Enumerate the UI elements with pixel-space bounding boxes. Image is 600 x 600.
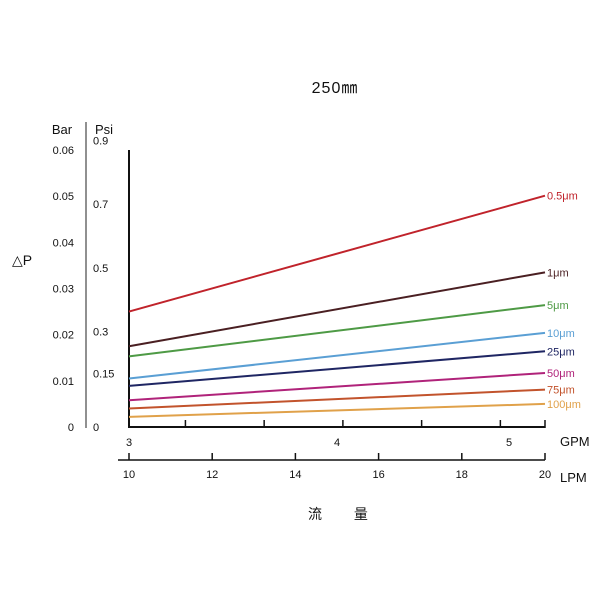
bar-tick-label: 0: [68, 422, 74, 434]
psi-tick-label: 0: [93, 422, 99, 434]
gpm-tick-label: 5: [506, 437, 512, 449]
series-line: [128, 388, 546, 410]
lpm-axis-label: LPM: [560, 470, 587, 485]
y-axis-title: △P: [12, 252, 32, 268]
series-line: [128, 350, 546, 387]
series-label: 50μm: [547, 368, 575, 380]
psi-tick-label: 0.5: [93, 263, 108, 275]
gpm-axis-label: GPM: [560, 434, 590, 449]
series-line: [128, 194, 546, 313]
bar-tick-label: 0.05: [53, 191, 74, 203]
bar-tick-label: 0.04: [53, 237, 74, 249]
bar-axis-label: Bar: [52, 122, 73, 137]
series-line: [128, 402, 546, 418]
lpm-tick-label: 14: [289, 469, 301, 481]
chart-title: 250㎜: [312, 80, 359, 97]
psi-tick-label: 0.15: [93, 368, 114, 380]
series-label: 0.5μm: [547, 191, 578, 203]
series-label: 10μm: [547, 328, 575, 340]
lpm-axis: 10 12 14 16 18 20: [123, 453, 551, 481]
series-line: [128, 304, 546, 358]
bar-tick-label: 0.01: [53, 376, 74, 388]
gpm-axis: 3 4 5: [126, 420, 546, 449]
psi-tick-label: 0.3: [93, 327, 108, 339]
series-label: 1μm: [547, 267, 569, 279]
series-line: [128, 271, 546, 348]
psi-axis-label: Psi: [95, 122, 113, 137]
psi-tick-label: 0.7: [93, 199, 108, 211]
series-line: [128, 331, 546, 380]
series-label: 25μm: [547, 346, 575, 358]
lpm-tick-label: 16: [372, 469, 384, 481]
bar-tick-label: 0.03: [53, 284, 74, 296]
gpm-tick-label: 4: [334, 437, 340, 449]
series-label: 5μm: [547, 300, 569, 312]
series-label: 75μm: [547, 385, 575, 397]
series-labels: 0.5μm 1μm 5μm 10μm 25μm 50μm 75μm 100μm: [547, 191, 581, 411]
x-axis-title: 流 量: [308, 506, 382, 522]
bar-tick-label: 0.06: [53, 145, 74, 157]
lpm-tick-label: 20: [539, 469, 551, 481]
lpm-tick-label: 12: [206, 469, 218, 481]
psi-tick-labels: 0.9 0.7 0.5 0.3 0.15 0: [93, 136, 114, 434]
bar-tick-labels: 0.06 0.05 0.04 0.03 0.02 0.01 0: [53, 145, 74, 434]
lpm-tick-label: 10: [123, 469, 135, 481]
series-lines: [128, 194, 546, 418]
psi-tick-label: 0.9: [93, 136, 108, 148]
gpm-tick-label: 3: [126, 437, 132, 449]
bar-tick-label: 0.02: [53, 330, 74, 342]
series-label: 100μm: [547, 399, 581, 411]
series-line: [128, 371, 546, 402]
lpm-tick-label: 18: [456, 469, 468, 481]
